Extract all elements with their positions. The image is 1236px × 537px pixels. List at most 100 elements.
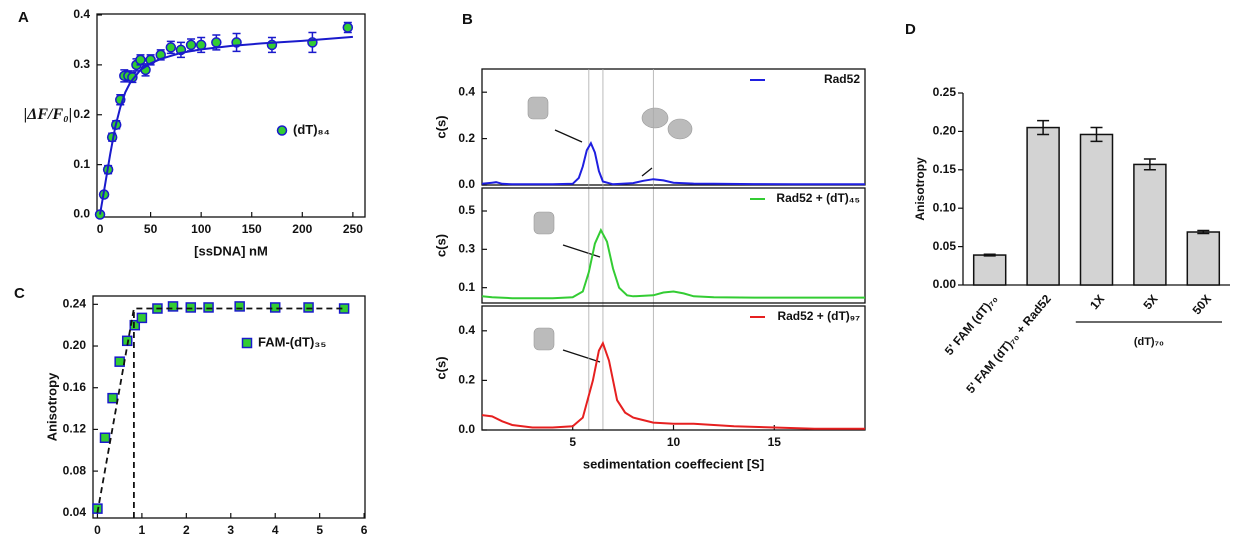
data-point bbox=[269, 302, 281, 313]
x-tick-label: 6 bbox=[361, 523, 368, 537]
x-tick-label: 2 bbox=[183, 523, 190, 537]
data-point bbox=[107, 392, 118, 404]
plot-frame bbox=[92, 295, 366, 519]
error-bar bbox=[1197, 229, 1210, 235]
series-line bbox=[481, 140, 865, 186]
y-tick-label: 0.4 bbox=[458, 84, 475, 98]
data-point bbox=[342, 22, 354, 33]
cartoons bbox=[527, 96, 693, 351]
data-point bbox=[211, 37, 222, 48]
data-point bbox=[165, 42, 177, 53]
y-tick-label: 0.2 bbox=[458, 373, 475, 387]
legend-label: FAM-(dT)₃₅ bbox=[258, 334, 326, 349]
arrow bbox=[554, 129, 583, 143]
y-tick-label: 0.00 bbox=[933, 277, 957, 291]
data-point bbox=[127, 72, 138, 83]
error-bar bbox=[1037, 119, 1050, 136]
y-tick-label: 0.5 bbox=[458, 203, 475, 217]
x-tick-label: 250 bbox=[343, 222, 363, 236]
x-axis-label: [ssDNA] nM bbox=[194, 243, 268, 258]
y-axis-label: Anisotropy bbox=[913, 157, 927, 221]
x-tick-label: 0 bbox=[94, 523, 101, 537]
y-tick-label: 0.16 bbox=[63, 380, 87, 394]
legend-swatch bbox=[276, 125, 288, 136]
plot-frame bbox=[481, 305, 866, 431]
x-tick-label: 100 bbox=[191, 222, 211, 236]
x-tick-label: 5' FAM (dT)₇₀ bbox=[942, 292, 1001, 358]
y-tick-label: 0.0 bbox=[458, 177, 475, 191]
y-tick-label: 0.12 bbox=[63, 422, 87, 436]
arrow bbox=[562, 244, 601, 258]
data-point bbox=[167, 301, 179, 312]
rad52-ring bbox=[533, 327, 555, 351]
y-tick-label: 0.25 bbox=[933, 85, 957, 99]
y-tick-label: 0.1 bbox=[73, 157, 90, 171]
y-tick-label: 0.05 bbox=[933, 239, 957, 253]
error-bar bbox=[1143, 158, 1156, 171]
bar bbox=[1079, 133, 1114, 286]
bar bbox=[1186, 231, 1221, 286]
x-tick-label: 1 bbox=[139, 523, 146, 537]
legend-label: Rad52 bbox=[824, 72, 860, 86]
y-tick-label: 0.20 bbox=[933, 124, 957, 138]
bar bbox=[972, 254, 1007, 286]
bar bbox=[1026, 126, 1060, 286]
rad52-ring bbox=[527, 96, 549, 120]
y-tick-label: 0.20 bbox=[63, 338, 87, 352]
data-point bbox=[185, 302, 197, 313]
y-tick-label: 0.3 bbox=[73, 57, 90, 71]
series-line bbox=[481, 340, 865, 430]
data-point bbox=[99, 432, 111, 443]
y-tick-label: 0.3 bbox=[458, 242, 475, 256]
series-line bbox=[99, 35, 353, 215]
data-point bbox=[234, 301, 245, 312]
panel-label: A bbox=[18, 9, 29, 26]
x-tick-label: 1X bbox=[1087, 292, 1107, 312]
y-axis-label: c(s) bbox=[433, 115, 448, 138]
x-tick-label: 15 bbox=[768, 435, 782, 449]
x-tick-label: 50 bbox=[144, 222, 158, 236]
plot-frame bbox=[481, 68, 866, 186]
plot-frame bbox=[96, 13, 366, 218]
rad52-ring bbox=[667, 118, 693, 140]
y-axis-label: c(s) bbox=[433, 356, 448, 379]
y-tick-label: 0.0 bbox=[73, 207, 90, 221]
legend-swatch bbox=[241, 337, 253, 349]
y-tick-label: 0.04 bbox=[63, 505, 87, 519]
data-point bbox=[303, 302, 314, 313]
rad52-ring bbox=[533, 211, 555, 235]
x-tick-label: 50X bbox=[1190, 292, 1214, 317]
x-tick-label: 200 bbox=[292, 222, 312, 236]
y-tick-label: 0.24 bbox=[63, 297, 87, 311]
arrow bbox=[562, 349, 601, 363]
data-point bbox=[203, 302, 214, 313]
y-tick-label: 0.0 bbox=[458, 422, 475, 436]
arrow bbox=[641, 167, 653, 177]
x-axis-label: sedimentation coeffecient [S] bbox=[583, 456, 764, 471]
rad52-ring bbox=[641, 107, 669, 129]
y-tick-label: 0.2 bbox=[73, 107, 90, 121]
panel-label: D bbox=[905, 21, 916, 38]
plot-frame bbox=[481, 187, 866, 304]
series-line bbox=[481, 227, 865, 300]
error-bar bbox=[1090, 126, 1103, 143]
legend-label: Rad52 + (dT)₉₇ bbox=[777, 309, 860, 323]
legend-label: Rad52 + (dT)₄₅ bbox=[776, 191, 860, 205]
x-tick-label: 150 bbox=[242, 222, 262, 236]
y-tick-label: 0.08 bbox=[63, 463, 87, 477]
y-axis-label: Anisotropy bbox=[44, 372, 59, 441]
y-tick-label: 0.10 bbox=[933, 200, 957, 214]
data-point bbox=[136, 312, 148, 324]
bar bbox=[1133, 163, 1167, 286]
x-tick-label: 5 bbox=[316, 523, 323, 537]
data-point bbox=[114, 356, 125, 367]
panel-label: B bbox=[462, 11, 473, 28]
y-tick-label: 0.1 bbox=[458, 280, 475, 294]
error-bar bbox=[983, 253, 996, 257]
y-tick-label: 0.4 bbox=[458, 323, 475, 337]
group-label: (dT)₇₀ bbox=[1134, 336, 1164, 348]
y-axis-label: c(s) bbox=[433, 234, 448, 257]
legend-label: (dT)₈₄ bbox=[293, 122, 330, 137]
x-tick-label: 10 bbox=[667, 435, 681, 449]
